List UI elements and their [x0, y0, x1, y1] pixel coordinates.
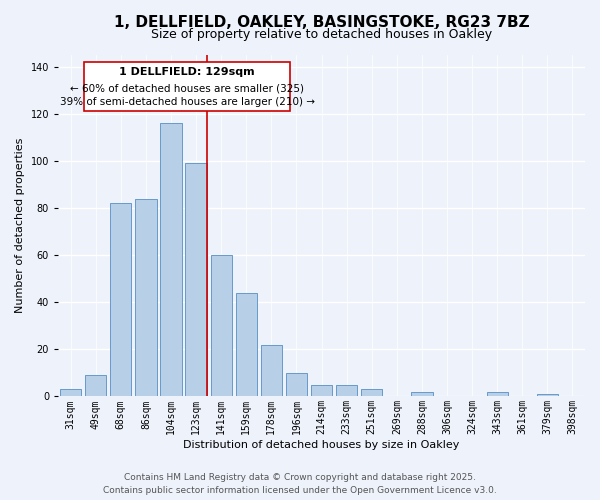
Text: 39% of semi-detached houses are larger (210) →: 39% of semi-detached houses are larger (…: [60, 97, 315, 107]
Y-axis label: Number of detached properties: Number of detached properties: [15, 138, 25, 314]
FancyBboxPatch shape: [85, 62, 290, 112]
Bar: [135, 198, 157, 396]
Bar: [361, 390, 382, 396]
Bar: [60, 390, 81, 396]
Bar: [311, 384, 332, 396]
Text: Contains HM Land Registry data © Crown copyright and database right 2025.
Contai: Contains HM Land Registry data © Crown c…: [103, 474, 497, 495]
Text: 1 DELLFIELD: 129sqm: 1 DELLFIELD: 129sqm: [119, 66, 255, 76]
Bar: [487, 392, 508, 396]
Title: 1, DELLFIELD, OAKLEY, BASINGSTOKE, RG23 7BZ: 1, DELLFIELD, OAKLEY, BASINGSTOKE, RG23 …: [114, 15, 529, 30]
Bar: [185, 163, 207, 396]
Bar: [160, 123, 182, 396]
Bar: [411, 392, 433, 396]
X-axis label: Distribution of detached houses by size in Oakley: Distribution of detached houses by size …: [184, 440, 460, 450]
Bar: [110, 203, 131, 396]
Text: ← 60% of detached houses are smaller (325): ← 60% of detached houses are smaller (32…: [70, 83, 304, 93]
Bar: [260, 344, 282, 397]
Text: Size of property relative to detached houses in Oakley: Size of property relative to detached ho…: [151, 28, 492, 41]
Bar: [536, 394, 558, 396]
Bar: [211, 255, 232, 396]
Bar: [336, 384, 357, 396]
Bar: [85, 375, 106, 396]
Bar: [236, 292, 257, 397]
Bar: [286, 373, 307, 396]
